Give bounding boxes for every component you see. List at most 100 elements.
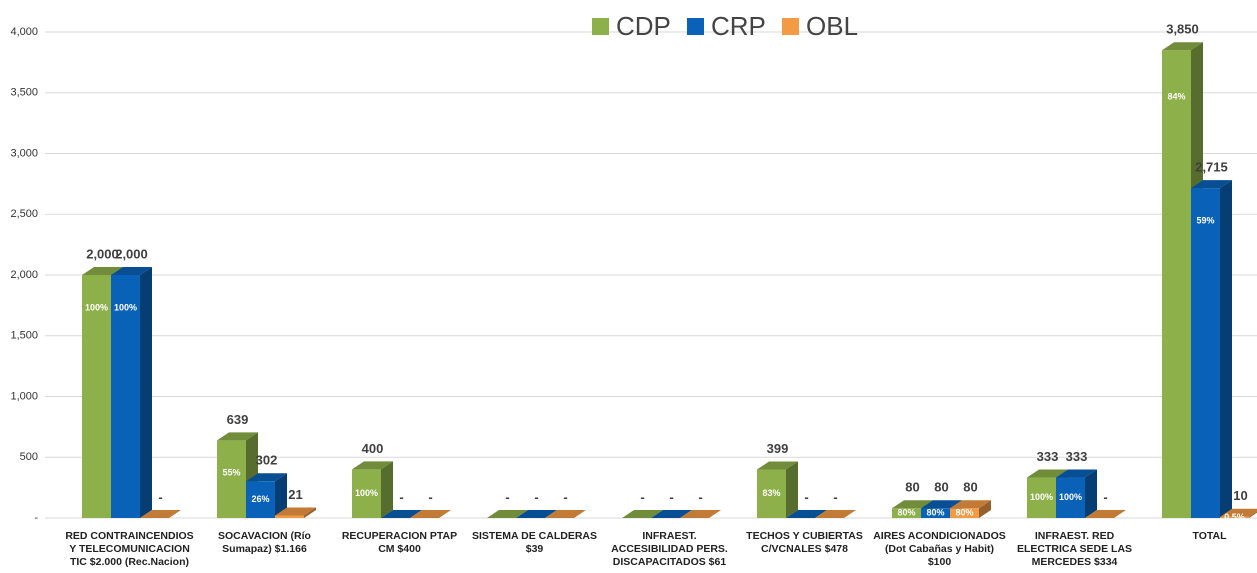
bar-side xyxy=(1220,180,1232,518)
inner-label: 100% xyxy=(1059,492,1082,502)
data-label: - xyxy=(640,489,644,504)
bar-top xyxy=(786,510,827,518)
inner-label: 55% xyxy=(222,468,240,478)
y-tick-label: 2,000 xyxy=(10,269,38,281)
bar-side xyxy=(786,461,798,518)
inner-label: 100% xyxy=(114,302,137,312)
bar-top xyxy=(246,473,287,482)
bar xyxy=(246,481,275,518)
inner-label: 80% xyxy=(955,508,973,518)
bar-top xyxy=(1056,469,1097,478)
bar-top xyxy=(352,461,393,470)
y-tick-label: - xyxy=(34,512,38,524)
x-tick-label: SOCAVACION (Río Sumapaz) $1.166 xyxy=(218,530,311,555)
bar-top xyxy=(1162,42,1203,51)
bar-side xyxy=(275,473,287,518)
bar-top xyxy=(275,507,316,516)
x-tick-label: SISTEMA DE CALDERAS $39 xyxy=(471,530,598,555)
bar xyxy=(1056,477,1085,518)
data-label: 21 xyxy=(288,487,302,502)
legend-label: CDP xyxy=(616,11,671,41)
y-tick-label: 1,000 xyxy=(10,390,38,402)
bar xyxy=(352,469,381,518)
y-tick-label: 500 xyxy=(20,451,38,463)
bar-side xyxy=(979,500,991,518)
inner-label: 80% xyxy=(926,508,944,518)
data-label: 2,000 xyxy=(86,246,119,261)
data-label: 400 xyxy=(362,441,384,456)
data-label: - xyxy=(399,489,403,504)
data-label: - xyxy=(833,489,837,504)
data-label: - xyxy=(534,489,538,504)
y-tick-label: 4,000 xyxy=(10,26,38,38)
inner-label: 83% xyxy=(762,488,780,498)
bar-top xyxy=(410,510,451,518)
bar-side xyxy=(1249,511,1257,518)
x-tick-label: RED CONTRAINCENDIOS Y TELECOMUNICACION T… xyxy=(65,530,194,568)
data-label: 3,850 xyxy=(1166,22,1199,37)
data-label: - xyxy=(563,489,567,504)
x-tick-label: INFRAEST. ACCESIBILIDAD PERS. DISCAPACIT… xyxy=(611,530,728,568)
bar-top xyxy=(1220,508,1257,517)
bar-side xyxy=(381,461,393,518)
x-tick-label: INFRAEST. RED ELECTRICA SEDE LAS MERCEDE… xyxy=(1016,530,1133,568)
data-label: - xyxy=(505,489,509,504)
data-label: - xyxy=(428,489,432,504)
x-tick-label: AIRES ACONDICIONADOS (Dot Cabañas y Habi… xyxy=(873,530,1006,568)
x-tick-label: RECUPERACION PTAP CM $400 xyxy=(341,530,458,555)
data-label: 2,000 xyxy=(115,246,148,261)
bar xyxy=(892,508,921,518)
x-tick-label: TOTAL xyxy=(1192,530,1227,542)
bar xyxy=(275,515,304,518)
data-label: - xyxy=(1103,489,1107,504)
legend-label: CRP xyxy=(711,11,766,41)
inner-label: 100% xyxy=(355,488,378,498)
y-tick-label: 3,500 xyxy=(10,87,38,99)
bar xyxy=(1162,50,1191,518)
inner-label: 80% xyxy=(897,508,915,518)
data-label: - xyxy=(804,489,808,504)
y-tick-label: 3,000 xyxy=(10,147,38,159)
bar-top xyxy=(680,510,721,518)
y-tick-label: 1,500 xyxy=(10,330,38,342)
bar-top xyxy=(516,510,557,518)
bar-top xyxy=(757,461,798,470)
bar xyxy=(111,275,140,518)
inner-label: 0.5% xyxy=(1224,512,1245,522)
bar-top xyxy=(622,510,663,518)
bar-top xyxy=(140,510,181,518)
data-label: - xyxy=(158,489,162,504)
bar-top xyxy=(82,267,123,275)
bar xyxy=(921,508,950,518)
inner-label: 26% xyxy=(251,494,269,504)
bar-top xyxy=(1027,469,1068,478)
bar-side xyxy=(304,507,316,518)
inner-label: 84% xyxy=(1167,91,1185,101)
data-label: - xyxy=(669,489,673,504)
bar-top xyxy=(487,510,528,518)
inner-label: 100% xyxy=(1030,492,1053,502)
data-label: 639 xyxy=(227,412,249,427)
data-label: 80 xyxy=(905,480,919,495)
bar-top xyxy=(921,500,962,509)
inner-label: 100% xyxy=(85,302,108,312)
x-tick-label: TECHOS Y CUBIERTAS C/VCNALES $478 xyxy=(746,530,863,555)
bar-top xyxy=(217,432,258,441)
y-tick-label: 2,500 xyxy=(10,208,38,220)
bar xyxy=(757,469,786,518)
bar xyxy=(1027,477,1056,518)
data-label: 80 xyxy=(934,480,948,495)
data-label: 2,715 xyxy=(1195,160,1228,175)
bar-side xyxy=(1085,469,1097,518)
bar-top xyxy=(892,500,933,509)
bar-top xyxy=(815,510,856,518)
bar xyxy=(82,275,111,518)
data-label: 10 xyxy=(1233,488,1247,503)
bar-top xyxy=(950,500,991,509)
bar-side xyxy=(140,267,152,518)
legend-swatch xyxy=(592,18,609,35)
bar-top xyxy=(545,510,586,518)
data-label: 399 xyxy=(767,441,789,456)
